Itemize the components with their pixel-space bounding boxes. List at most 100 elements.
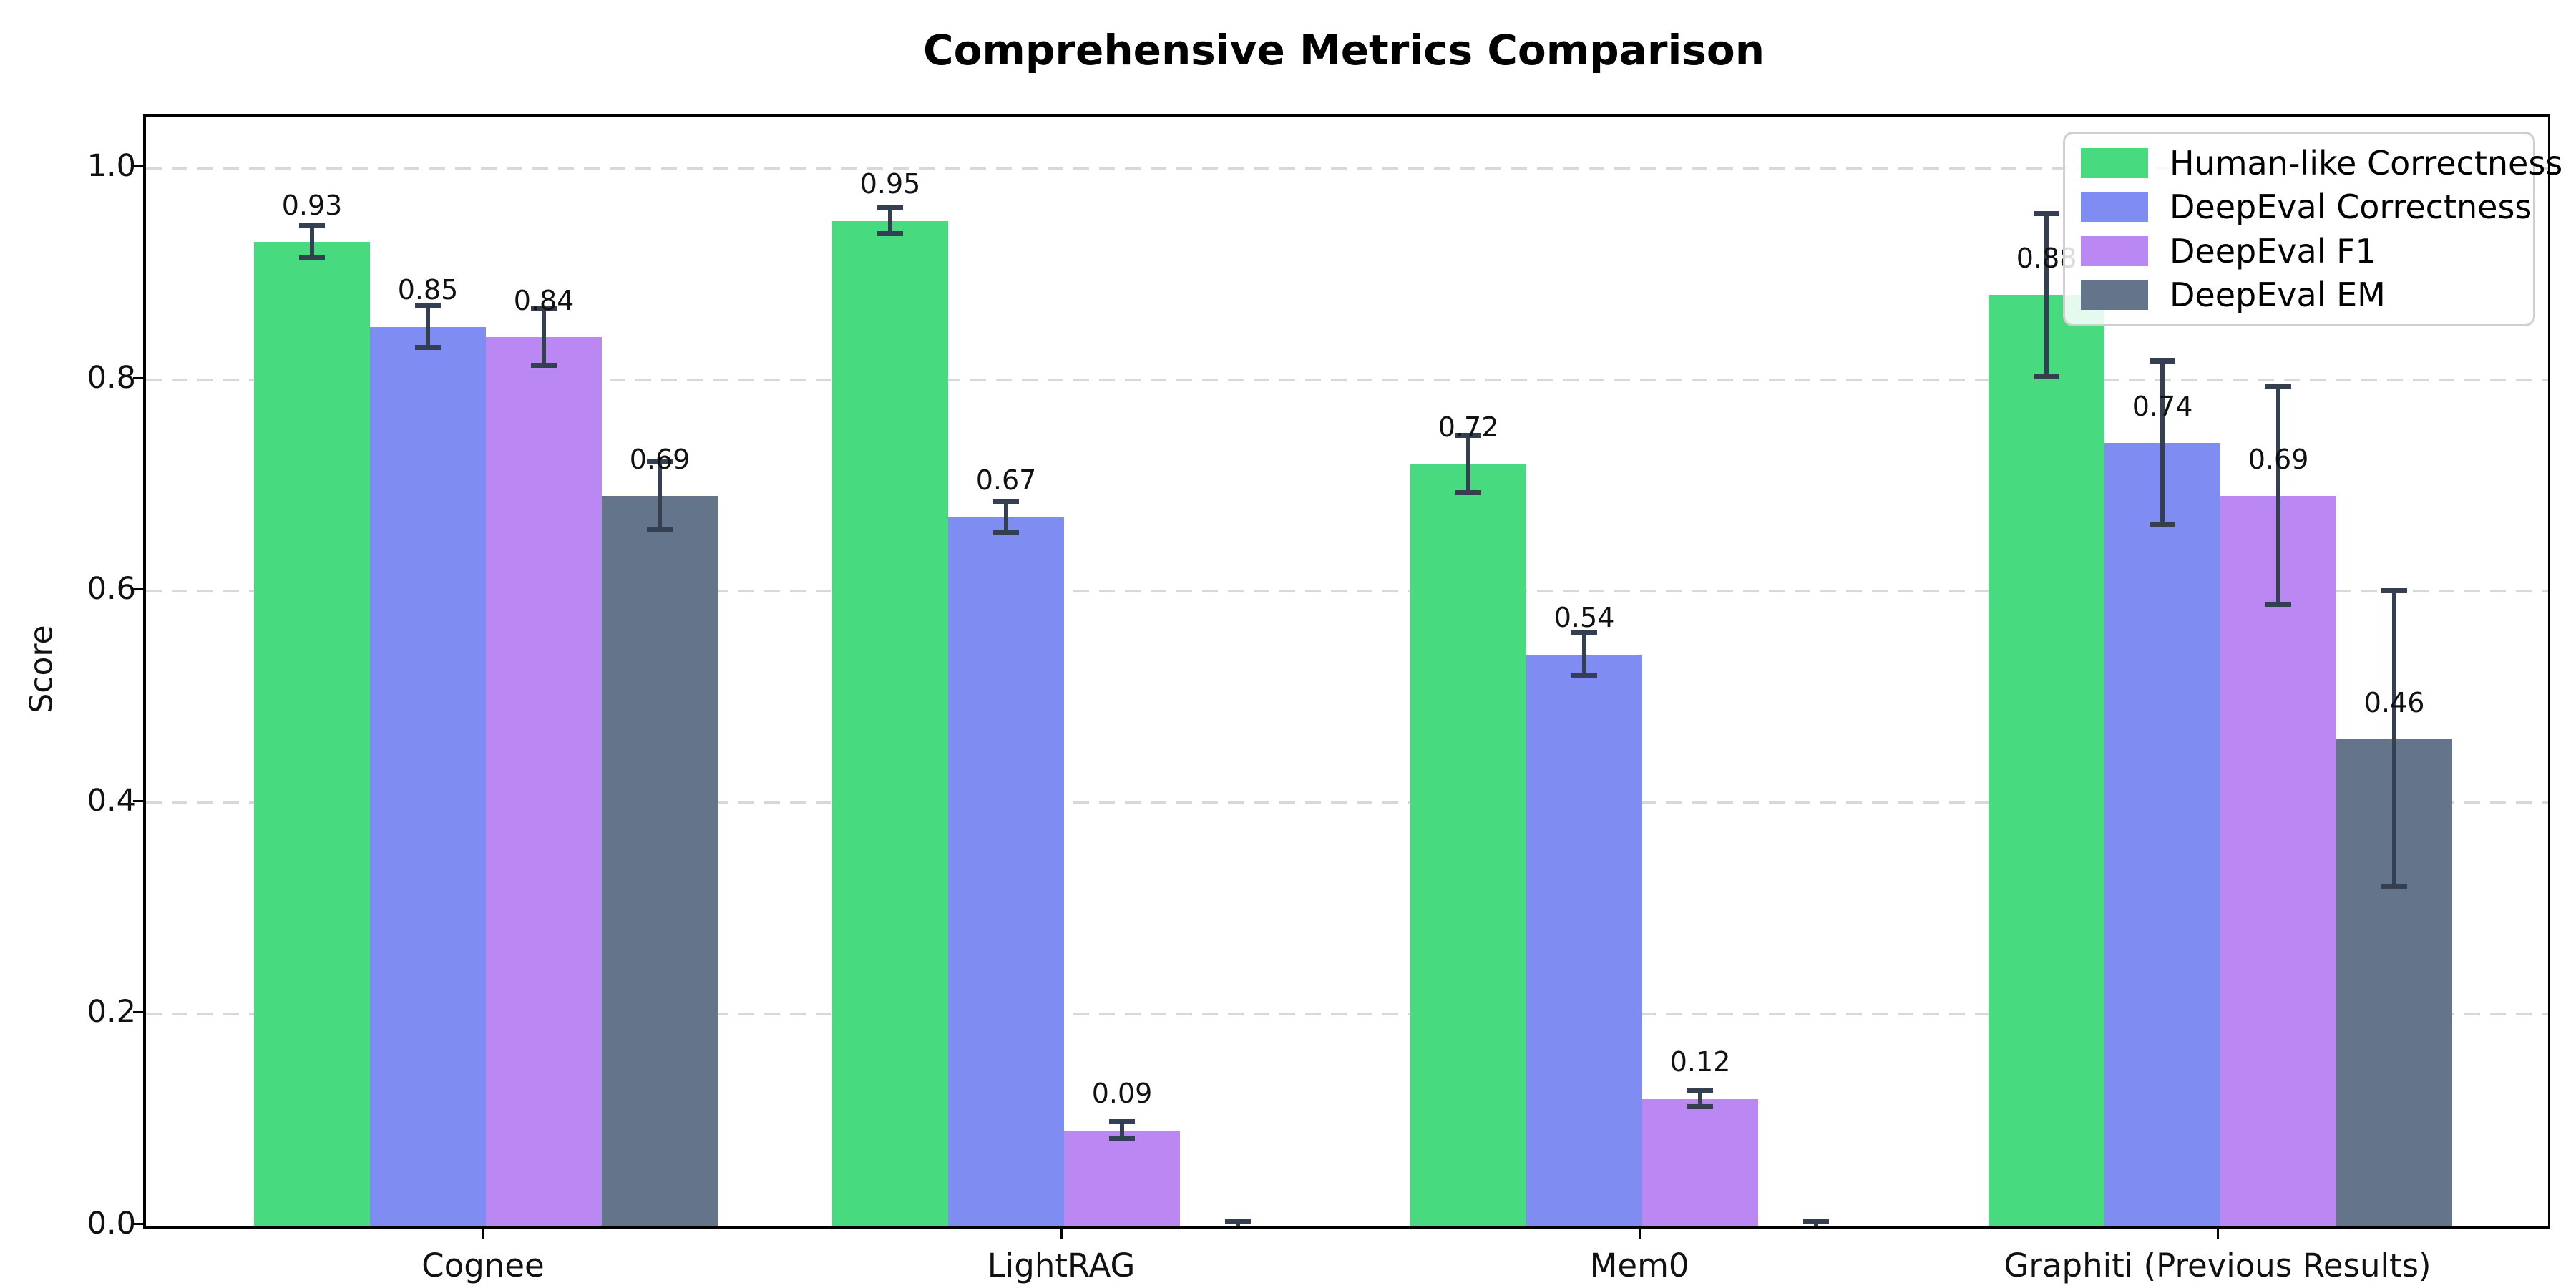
legend-label: Human-like Correctness <box>2170 143 2563 182</box>
ytick-mark-0.0 <box>133 1223 143 1225</box>
bar-human-like-correctness-0 <box>254 242 370 1226</box>
error-cap-bottom <box>1455 489 1482 495</box>
legend: Human-like Correctness DeepEval Correctne… <box>2063 132 2562 326</box>
legend-label: DeepEval EM <box>2170 275 2386 315</box>
legend-label: DeepEval Correctness <box>2170 187 2532 227</box>
bars <box>146 117 2548 1226</box>
error-cap-bottom <box>2034 374 2060 379</box>
ytick-mark-1.0 <box>133 165 143 167</box>
error-cap-top <box>2265 384 2292 389</box>
error-cap-top <box>1455 432 1482 438</box>
plot-area: 0.93 0.95 0.72 0.88 0.85 0.67 0.54 0.74 0.84 0.09… <box>143 114 2550 1229</box>
bar-value-label-0.46: 0.46 <box>2363 686 2425 718</box>
bar-deepeval-correctness-2 <box>1526 654 1643 1226</box>
legend-label: DeepEval F1 <box>2170 231 2376 270</box>
legend-row: DeepEval EM <box>2081 275 2533 314</box>
legend-row: DeepEval F1 <box>2081 232 2533 270</box>
xtick-label-3: Graphiti (Previous Results) <box>2004 1246 2431 1284</box>
error-line <box>310 226 314 258</box>
error-line <box>658 462 662 530</box>
bar-deepeval-f1-3 <box>2220 496 2337 1226</box>
error-line <box>1466 435 1471 493</box>
error-cap-top <box>299 223 325 229</box>
ytick-label-1.0: 1.0 <box>87 148 136 184</box>
gridline-1 <box>146 167 2548 170</box>
error-line <box>542 308 546 366</box>
error-cap-bottom <box>993 530 1020 535</box>
error-line <box>2044 213 2049 377</box>
error-line <box>1004 501 1009 533</box>
ytick-label-0.2: 0.2 <box>87 994 136 1030</box>
ytick-label-0.8: 0.8 <box>87 359 136 396</box>
legend-row: DeepEval Correctness <box>2081 187 2533 226</box>
error-cap-bottom <box>877 230 904 236</box>
bar-human-like-correctness-1 <box>832 220 949 1226</box>
bar-value-label-0.84: 0.84 <box>513 284 575 316</box>
error-cap-top <box>1225 1219 1252 1224</box>
ytick-label-0.4: 0.4 <box>87 782 136 819</box>
bar-value-label-0.95: 0.95 <box>859 168 921 200</box>
legend-row: Human-like Correctness <box>2081 144 2562 182</box>
xtick-mark-1 <box>1060 1226 1063 1239</box>
bar-value-label-0.69: 0.69 <box>629 443 691 475</box>
bar-value-label-0.69: 0.69 <box>2248 443 2309 475</box>
bar-human-like-correctness-3 <box>1989 295 2105 1226</box>
error-cap-bottom <box>1571 673 1598 678</box>
error-cap-bottom <box>1687 1104 1714 1110</box>
bar-human-like-correctness-2 <box>1410 464 1527 1226</box>
chart-title: Comprehensive Metrics Comparison <box>923 26 1765 74</box>
xtick-label-0: Cognee <box>421 1246 545 1284</box>
error-line <box>2160 361 2165 525</box>
error-cap-bottom <box>2381 884 2408 890</box>
error-cap-bottom <box>1109 1136 1136 1141</box>
bar-value-label-0.74: 0.74 <box>2132 390 2193 422</box>
error-line <box>426 306 430 348</box>
error-line <box>1698 1090 1703 1108</box>
bar-value-label-0.72: 0.72 <box>1438 411 1499 444</box>
bar-value-label-0.93: 0.93 <box>281 189 343 221</box>
xtick-mark-3 <box>2217 1226 2220 1239</box>
error-cap-top <box>1803 1219 1830 1224</box>
xtick-label-1: LightRAG <box>987 1246 1136 1284</box>
error-cap-bottom <box>415 345 441 351</box>
error-cap-top <box>1687 1087 1714 1093</box>
bar-value-label-0.09: 0.09 <box>1091 1078 1153 1110</box>
gridline-0.4 <box>146 801 2548 804</box>
gridline-0.2 <box>146 1013 2548 1016</box>
ytick-label-0.0: 0.0 <box>87 1206 136 1241</box>
error-bars <box>146 117 2548 1226</box>
ytick-label-0.6: 0.6 <box>87 571 136 608</box>
xtick-mark-0 <box>482 1226 484 1239</box>
error-cap-top <box>1571 630 1598 636</box>
error-cap-top <box>993 498 1020 504</box>
ytick-mark-0.8 <box>133 376 143 379</box>
bar-value-labels: 0.93 0.95 0.72 0.88 0.85 0.67 0.54 0.74 0.84 0.09… <box>146 117 2548 1226</box>
error-cap-top <box>2150 358 2176 364</box>
bar-deepeval-f1-0 <box>486 337 602 1226</box>
bar-value-label-0.54: 0.54 <box>1553 602 1615 634</box>
gridline-0.8 <box>146 378 2548 381</box>
error-cap-bottom <box>647 527 673 532</box>
error-cap-top <box>647 459 673 464</box>
error-cap-top <box>2034 210 2060 216</box>
gridlines <box>146 117 2548 1226</box>
error-cap-bottom <box>2265 602 2292 608</box>
error-cap-top <box>877 205 904 211</box>
error-cap-top <box>1109 1119 1136 1125</box>
bar-deepeval-correctness-0 <box>370 326 486 1226</box>
error-cap-top <box>415 303 441 308</box>
bar-deepeval-f1-2 <box>1642 1098 1759 1226</box>
ytick-mark-0.6 <box>133 588 143 591</box>
legend-swatch-human-like-correctness <box>2081 147 2148 178</box>
bar-deepeval-correctness-3 <box>2104 443 2221 1226</box>
error-cap-top <box>531 306 557 311</box>
error-cap-bottom <box>299 255 325 260</box>
bar-deepeval-f1-1 <box>1064 1130 1181 1226</box>
legend-swatch-deepeval-f1 <box>2081 235 2148 266</box>
bar-deepeval-correctness-1 <box>948 517 1065 1226</box>
error-line <box>1120 1122 1125 1139</box>
bar-value-label-0.85: 0.85 <box>397 274 459 306</box>
